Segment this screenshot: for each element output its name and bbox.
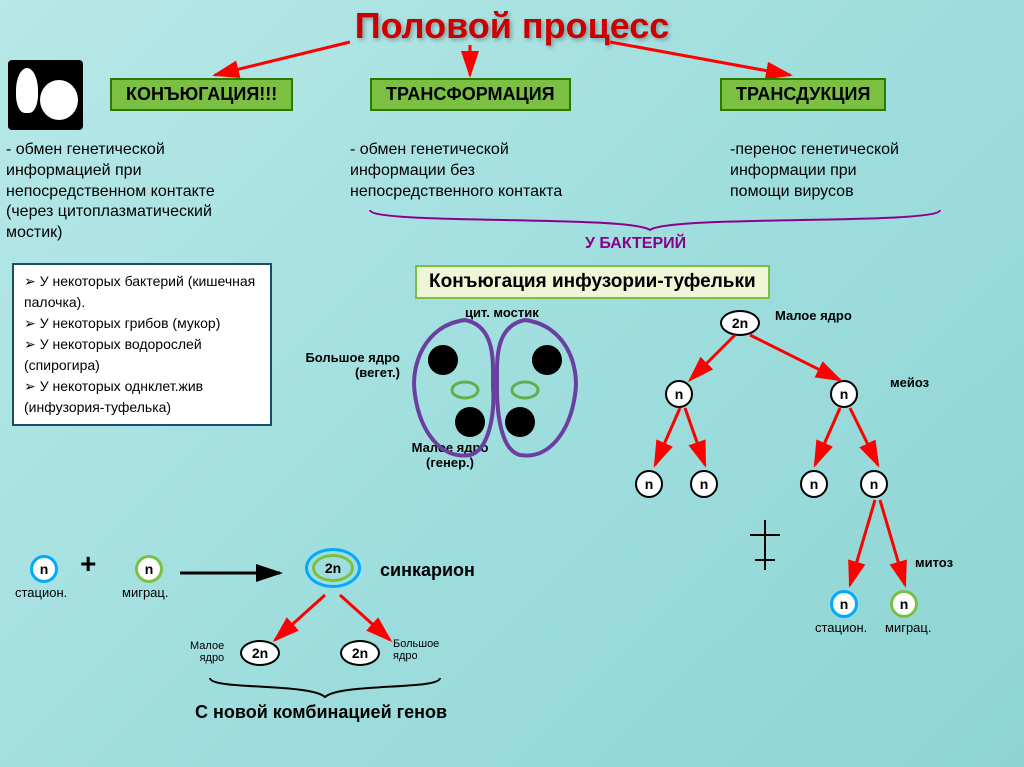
synkarion-2n: 2n <box>312 554 354 582</box>
transformation-box: ТРАНСФОРМАЦИЯ <box>370 78 571 111</box>
big-nucleus-label: Большое ядро (вегет.) <box>290 350 400 380</box>
example-item: У некоторых однклет.жив (инфузория-туфел… <box>24 376 260 418</box>
subtitle-box: Конъюгация инфузории-туфельки <box>415 265 770 299</box>
synkarion-ring: 2n <box>305 548 361 588</box>
example-item: У некоторых водорослей (спирогира) <box>24 334 260 376</box>
node-n-station: n <box>30 555 58 583</box>
conclusion-label: С новой комбинацией генов <box>195 702 447 723</box>
big-nucleus2: Большое ядро <box>393 638 439 662</box>
conclusion-bracket <box>200 675 460 705</box>
synkarion-label: синкарион <box>380 560 475 581</box>
trans-desc: - обмен генетической информации без непо… <box>350 140 630 202</box>
node-n-migrac: n <box>135 555 163 583</box>
example-item: У некоторых грибов (мукор) <box>24 313 260 334</box>
plus-symbol: + <box>80 548 96 580</box>
station-label: стацион. <box>15 585 67 600</box>
infusoria-cells <box>395 310 605 475</box>
conj-desc: - обмен генетической информацией при неп… <box>6 140 296 244</box>
examples-list: У некоторых бактерий (кишечная палочка).… <box>24 271 260 418</box>
conjugation-box: КОНЪЮГАЦИЯ!!! <box>110 78 293 111</box>
small-nucleus2: Малое ядро <box>190 640 224 664</box>
examples-box: У некоторых бактерий (кишечная палочка).… <box>12 263 272 426</box>
transd-desc: -перенос генетической информации при пом… <box>730 140 1010 202</box>
synkarion-arrow <box>175 558 295 588</box>
node-2n-big: 2n <box>340 640 380 666</box>
migrac-label: миграц. <box>122 585 168 600</box>
node-2n-small: 2n <box>240 640 280 666</box>
example-item: У некоторых бактерий (кишечная палочка). <box>24 271 260 313</box>
bacteria-label: У БАКТЕРИЙ <box>585 235 686 253</box>
transduction-box: ТРАНСДУКЦИЯ <box>720 78 886 111</box>
tree-arrows <box>600 300 1000 650</box>
